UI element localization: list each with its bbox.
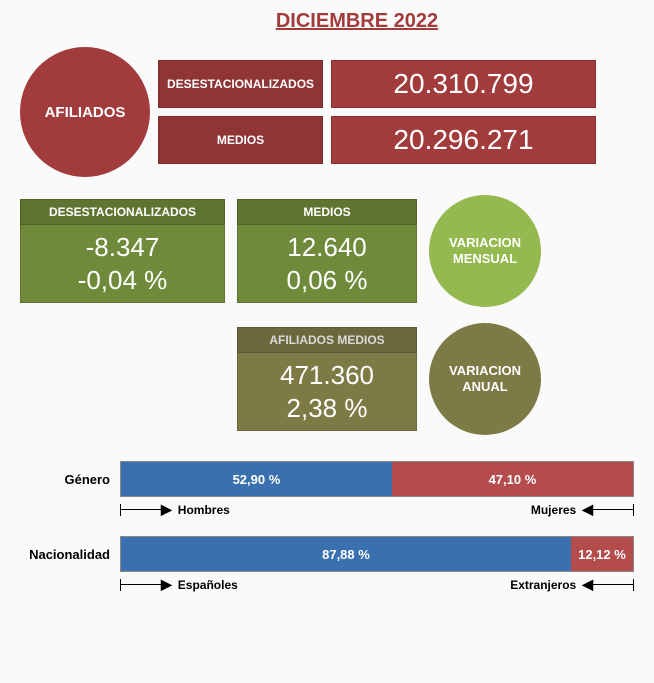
anual-head: AFILIADOS MEDIOS xyxy=(237,327,417,353)
bar-label: Nacionalidad xyxy=(20,547,120,562)
bar-row: Nacionalidad87,88 %12,12 % xyxy=(20,536,634,572)
mensual-desest-v2: -0,04 % xyxy=(21,264,224,297)
mensual-medios-block: MEDIOS 12.640 0,06 % xyxy=(237,199,417,303)
stacked-bar: 52,90 %47,10 % xyxy=(120,461,634,497)
mensual-desest-v1: -8.347 xyxy=(21,231,224,264)
legend-right: Extranjeros xyxy=(510,578,576,592)
afiliados-row: AFILIADOS DESESTACIONALIZADOS 20.310.799… xyxy=(20,47,634,177)
bar-segment: 87,88 % xyxy=(121,537,571,571)
mensual-desest-block: DESESTACIONALIZADOS -8.347 -0,04 % xyxy=(20,199,225,303)
legend-left: Españoles xyxy=(178,578,238,592)
var-mensual-circle: VARIACION MENSUAL xyxy=(429,195,541,307)
desest-value: 20.310.799 xyxy=(331,60,596,108)
anual-v2: 2,38 % xyxy=(238,392,416,425)
mensual-desest-head: DESESTACIONALIZADOS xyxy=(20,199,225,225)
stacked-bar: 87,88 %12,12 % xyxy=(120,536,634,572)
afiliados-circle: AFILIADOS xyxy=(20,47,150,177)
var-mensual-row: DESESTACIONALIZADOS -8.347 -0,04 % MEDIO… xyxy=(20,195,634,307)
mensual-medios-v2: 0,06 % xyxy=(238,264,416,297)
medios-value: 20.296.271 xyxy=(331,116,596,164)
var-anual-row: AFILIADOS MEDIOS 471.360 2,38 % VARIACIO… xyxy=(237,323,634,435)
bar-legend: ▶HombresMujeres◀ xyxy=(120,501,634,518)
anual-body: 471.360 2,38 % xyxy=(237,353,417,431)
legend-right: Mujeres xyxy=(531,503,576,517)
medios-label: MEDIOS xyxy=(158,116,323,164)
bar-label: Género xyxy=(20,472,120,487)
mensual-medios-head: MEDIOS xyxy=(237,199,417,225)
mensual-medios-body: 12.640 0,06 % xyxy=(237,225,417,303)
bar-segment: 47,10 % xyxy=(392,462,633,496)
desest-label: DESESTACIONALIZADOS xyxy=(158,60,323,108)
anual-v1: 471.360 xyxy=(238,359,416,392)
page-title: DICIEMBRE 2022 xyxy=(80,10,634,33)
mensual-desest-body: -8.347 -0,04 % xyxy=(20,225,225,303)
legend-left: Hombres xyxy=(178,503,230,517)
bars-section: Género52,90 %47,10 %▶HombresMujeres◀Naci… xyxy=(20,461,634,593)
bar-legend: ▶EspañolesExtranjeros◀ xyxy=(120,576,634,593)
anual-block: AFILIADOS MEDIOS 471.360 2,38 % xyxy=(237,327,417,431)
bar-row: Género52,90 %47,10 % xyxy=(20,461,634,497)
bar-segment: 12,12 % xyxy=(571,537,633,571)
mensual-medios-v1: 12.640 xyxy=(238,231,416,264)
bar-segment: 52,90 % xyxy=(121,462,392,496)
var-anual-circle: VARIACION ANUAL xyxy=(429,323,541,435)
